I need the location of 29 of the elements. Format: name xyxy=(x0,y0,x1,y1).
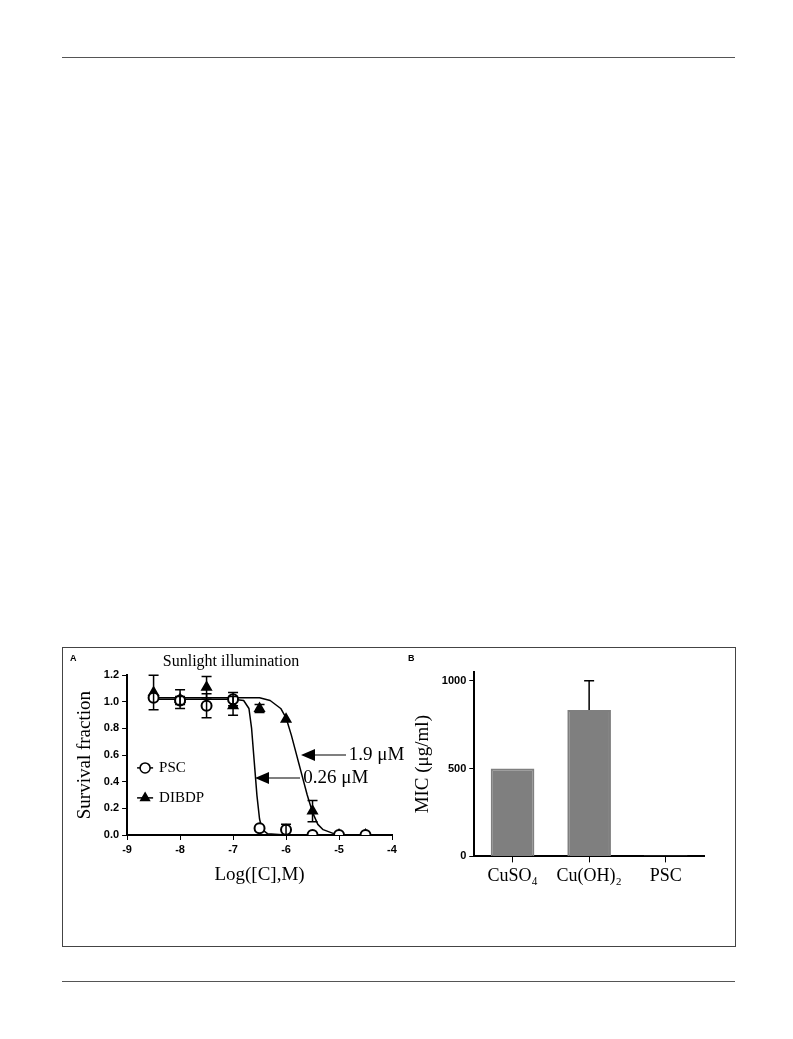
x-tick-label: -6 xyxy=(281,842,291,855)
y-tick-label: 500 xyxy=(447,761,467,774)
text: B xyxy=(408,652,415,663)
y-tick-label: 0 xyxy=(460,849,467,862)
y-tick-label: 0.2 xyxy=(103,801,120,814)
x-tick-label: -5 xyxy=(334,842,344,855)
legend-label: DIBDP xyxy=(159,788,205,805)
y-tick-label: 1.0 xyxy=(103,694,120,707)
x-tick-label: -7 xyxy=(228,842,238,855)
annotation: 1.9 μM xyxy=(348,743,405,765)
y-tick-label: 0.8 xyxy=(103,721,120,734)
x-tick-label: PSC xyxy=(649,864,682,885)
annotation: 0.26 μM xyxy=(303,765,369,787)
chart-title: Sunlight illumination xyxy=(162,651,300,670)
y-tick-label: 1.2 xyxy=(103,668,120,681)
y-tick-label: 1000 xyxy=(441,673,467,686)
y-axis-title: Survival fraction xyxy=(73,690,95,820)
x-tick-label: -4 xyxy=(387,842,398,855)
x-axis-title: Log([C],M) xyxy=(214,862,305,885)
x-tick-label: CuSO₄ xyxy=(487,864,538,885)
x-tick-label: -8 xyxy=(175,842,185,855)
y-tick-label: 0.4 xyxy=(103,774,120,787)
text: A xyxy=(70,652,77,663)
x-tick-label: -9 xyxy=(122,842,132,855)
x-tick-label: Cu(OH)₂ xyxy=(556,864,622,886)
y-tick-label: 0.0 xyxy=(103,828,120,841)
legend-label: PSC xyxy=(159,758,186,775)
y-axis-title: MIC (μg/ml) xyxy=(411,715,434,814)
y-tick-label: 0.6 xyxy=(103,748,120,761)
